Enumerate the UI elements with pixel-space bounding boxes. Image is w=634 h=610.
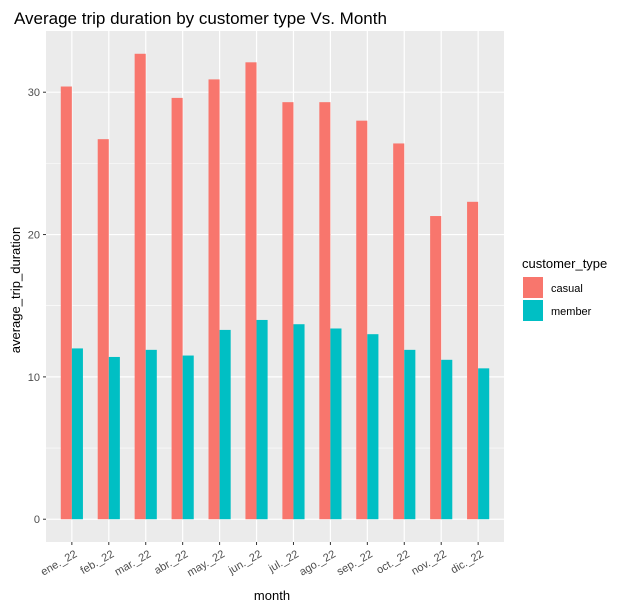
y-axis-title: average_trip_duration xyxy=(8,227,23,353)
legend: customer_type casual member xyxy=(522,256,607,321)
bar-casual xyxy=(97,139,109,520)
bar-member xyxy=(71,348,83,520)
legend-label-casual: casual xyxy=(551,283,583,295)
bar-member xyxy=(441,359,453,520)
bar-member xyxy=(478,368,490,520)
x-tick-label: abr._22 xyxy=(152,548,190,577)
bar-casual xyxy=(134,53,146,520)
x-tick-label: nov._22 xyxy=(410,548,449,578)
y-tick-label: 30 xyxy=(28,87,40,99)
bar-member xyxy=(219,329,231,520)
bar-casual xyxy=(245,62,257,520)
x-tick-label: oct._22 xyxy=(375,548,412,576)
bar-member xyxy=(404,349,416,520)
legend-key-casual xyxy=(523,277,543,298)
bar-casual xyxy=(430,216,442,520)
x-tick-label: dic._22 xyxy=(449,548,486,576)
x-tick-label: jun._22 xyxy=(226,548,264,577)
bar-casual xyxy=(467,201,479,520)
bar-casual xyxy=(393,143,405,520)
bar-casual xyxy=(171,97,183,520)
bar-member xyxy=(293,324,305,520)
bar-casual xyxy=(60,86,72,520)
legend-key-member xyxy=(523,300,543,321)
chart-title: Average trip duration by customer type V… xyxy=(14,9,387,28)
x-tick-label: feb._22 xyxy=(79,548,117,577)
y-tick-label: 20 xyxy=(28,230,40,242)
x-tick-label: mar._22 xyxy=(113,548,153,578)
minor-gridlines xyxy=(46,163,504,449)
x-axis-title: month xyxy=(254,588,290,603)
y-axis: 0 10 20 30 xyxy=(28,87,46,526)
x-tick-label: may._22 xyxy=(185,548,227,579)
plot-panel xyxy=(46,31,504,542)
legend-title: customer_type xyxy=(522,256,607,271)
bar-member xyxy=(145,349,157,520)
bar-casual xyxy=(319,102,331,520)
bars-group xyxy=(60,53,490,520)
legend-label-member: member xyxy=(551,306,592,318)
x-tick-label: jul._22 xyxy=(266,548,301,575)
x-tick-label: ene._22 xyxy=(39,548,79,578)
bar-member xyxy=(367,334,379,520)
y-tick-label: 10 xyxy=(28,372,40,384)
bar-casual xyxy=(282,102,294,520)
bar-member xyxy=(330,328,342,520)
bar-casual xyxy=(356,120,368,520)
x-tick-label: ago._22 xyxy=(297,548,337,578)
y-tick-label: 0 xyxy=(34,514,40,526)
bar-member xyxy=(182,355,194,520)
bar-member xyxy=(108,356,120,520)
x-tick-label: sep._22 xyxy=(335,548,375,578)
bar-member xyxy=(256,319,268,520)
bar-casual xyxy=(208,79,220,520)
